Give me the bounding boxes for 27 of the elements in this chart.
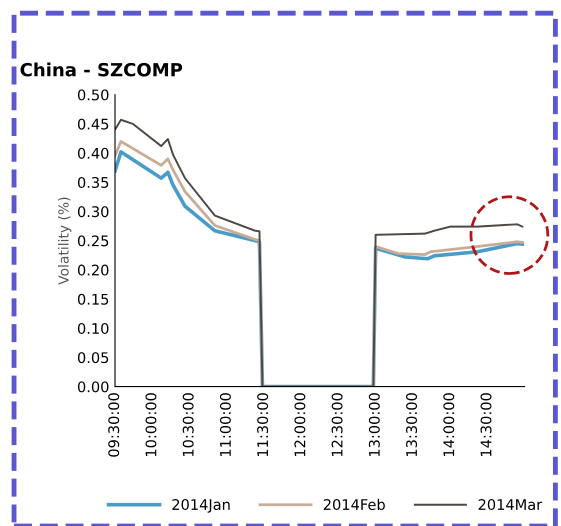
y-tick-label: 0.45 [78, 118, 108, 130]
legend-label: 2014Jan [172, 499, 230, 513]
y-tick-label: 0.20 [78, 264, 108, 276]
y-tick-label: 0.35 [78, 176, 108, 188]
y-axis-title: Volatility (%) [58, 198, 72, 285]
legend-label: 2014Mar [478, 499, 542, 510]
y-tick-label: 0.05 [78, 352, 108, 364]
x-tick-label: 14:30:00 [480, 393, 492, 456]
y-tick-label: 0.40 [78, 148, 108, 159]
x-tick-label: 14:00:00 [443, 393, 454, 456]
x-tick-label: 12:00:00 [294, 393, 306, 456]
x-tick-label: 09:30:00 [108, 393, 120, 457]
y-tick-label: 0.10 [78, 322, 108, 334]
y-tick-label: 0.30 [78, 206, 108, 218]
x-tick-label: 11:30:00 [257, 393, 268, 456]
x-tick-label: 13:00:00 [368, 393, 380, 456]
x-tick-label: 10:30:00 [182, 393, 194, 456]
x-tick-label: 11:00:00 [220, 393, 231, 456]
x-tick-label: 13:30:00 [406, 393, 418, 456]
chart-title: China - SZCOMP [20, 62, 182, 77]
y-tick-label: 0.50 [78, 89, 108, 100]
x-tick-label: 12:30:00 [332, 393, 343, 456]
y-tick-label: 0.25 [78, 235, 108, 246]
x-tick-label: 10:00:00 [145, 393, 156, 456]
y-tick-label: 0.15 [78, 294, 108, 305]
legend-label: 2014Feb [324, 498, 385, 510]
y-tick-label: 0.00 [78, 381, 108, 392]
